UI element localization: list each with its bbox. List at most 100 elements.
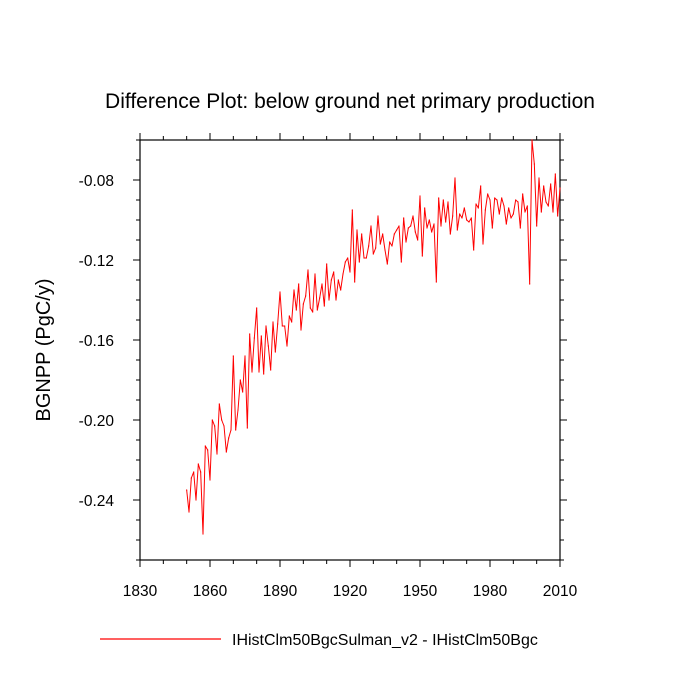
data-point (197, 463, 199, 465)
data-point (529, 283, 531, 285)
data-point (550, 183, 552, 185)
data-point (321, 283, 323, 285)
data-point (319, 297, 321, 299)
data-point (330, 279, 332, 281)
x-tick-label: 1890 (263, 583, 298, 600)
data-point (531, 139, 533, 141)
data-point (466, 219, 468, 221)
x-tick-label: 1980 (473, 583, 508, 600)
data-point (398, 225, 400, 227)
data-point (281, 325, 283, 327)
data-point (284, 325, 286, 327)
data-point (526, 205, 528, 207)
data-point (421, 255, 423, 257)
data-point (235, 429, 237, 431)
data-point (195, 499, 197, 501)
data-point (482, 243, 484, 245)
data-point (200, 471, 202, 473)
data-point (225, 451, 227, 453)
y-tick-label: -0.08 (79, 173, 114, 190)
data-point (554, 173, 556, 175)
data-point (309, 307, 311, 309)
data-point (477, 207, 479, 209)
data-point (279, 291, 281, 293)
data-point (267, 345, 269, 347)
data-point (253, 337, 255, 339)
data-point (204, 445, 206, 447)
data-point (323, 305, 325, 307)
data-point (414, 231, 416, 233)
data-point (270, 369, 272, 371)
data-point (468, 221, 470, 223)
data-point (473, 249, 475, 251)
data-point (326, 263, 328, 265)
y-tick-label: -0.16 (79, 333, 114, 350)
data-point (190, 477, 192, 479)
x-tick-label: 1950 (403, 583, 438, 600)
data-point (263, 373, 265, 375)
x-tick-label: 2010 (543, 583, 578, 600)
data-point (445, 221, 447, 223)
data-point (510, 217, 512, 219)
data-point (298, 283, 300, 285)
data-point (295, 309, 297, 311)
data-point (424, 207, 426, 209)
data-point (237, 409, 239, 411)
x-tick-label: 1860 (193, 583, 228, 600)
data-point (536, 225, 538, 227)
data-point (361, 233, 363, 235)
data-point (358, 261, 360, 263)
data-point (491, 227, 493, 229)
chart-title: Difference Plot: below ground net primar… (105, 90, 595, 113)
data-point (186, 489, 188, 491)
data-point (260, 335, 262, 337)
data-point (333, 271, 335, 273)
data-point (494, 197, 496, 199)
data-point (410, 225, 412, 227)
x-tick-label: 1830 (123, 583, 158, 600)
data-point (221, 419, 223, 421)
data-point (230, 429, 232, 431)
axis-ticks (133, 133, 567, 567)
data-point (391, 245, 393, 247)
data-point (407, 227, 409, 229)
data-point (193, 471, 195, 473)
data-point (356, 229, 358, 231)
axis-tick-labels: 1830 1860 1890 1920 1950 1980 2010 -0.24 -0.20 -0… (79, 173, 578, 600)
data-point (302, 303, 304, 305)
y-axis-label: BGNPP (PgC/y) (33, 279, 55, 422)
data-point (249, 333, 251, 335)
y-tick-label: -0.20 (79, 413, 115, 430)
data-point (377, 215, 379, 217)
data-point (400, 261, 402, 263)
data-point (496, 199, 498, 201)
data-point (559, 187, 561, 189)
data-point (286, 345, 288, 347)
data-point (538, 177, 540, 179)
data-point (349, 271, 351, 273)
data-point (368, 245, 370, 247)
data-point (274, 351, 276, 353)
data-point (475, 203, 477, 205)
data-point (456, 229, 458, 231)
data-point (244, 355, 246, 357)
data-point (340, 289, 342, 291)
data-point (223, 425, 225, 427)
data-point (515, 199, 517, 201)
data-point (393, 233, 395, 235)
data-point (354, 281, 356, 283)
data-point (300, 329, 302, 331)
data-point (272, 321, 274, 323)
data-point (433, 223, 435, 225)
data-point (405, 241, 407, 243)
data-point (419, 195, 421, 197)
data-point (508, 207, 510, 209)
data-point (307, 269, 309, 271)
data-point (403, 217, 405, 219)
data-point (431, 231, 433, 233)
data-point (382, 233, 384, 235)
data-point (216, 453, 218, 455)
data-point (512, 213, 514, 215)
data-point (293, 289, 295, 291)
